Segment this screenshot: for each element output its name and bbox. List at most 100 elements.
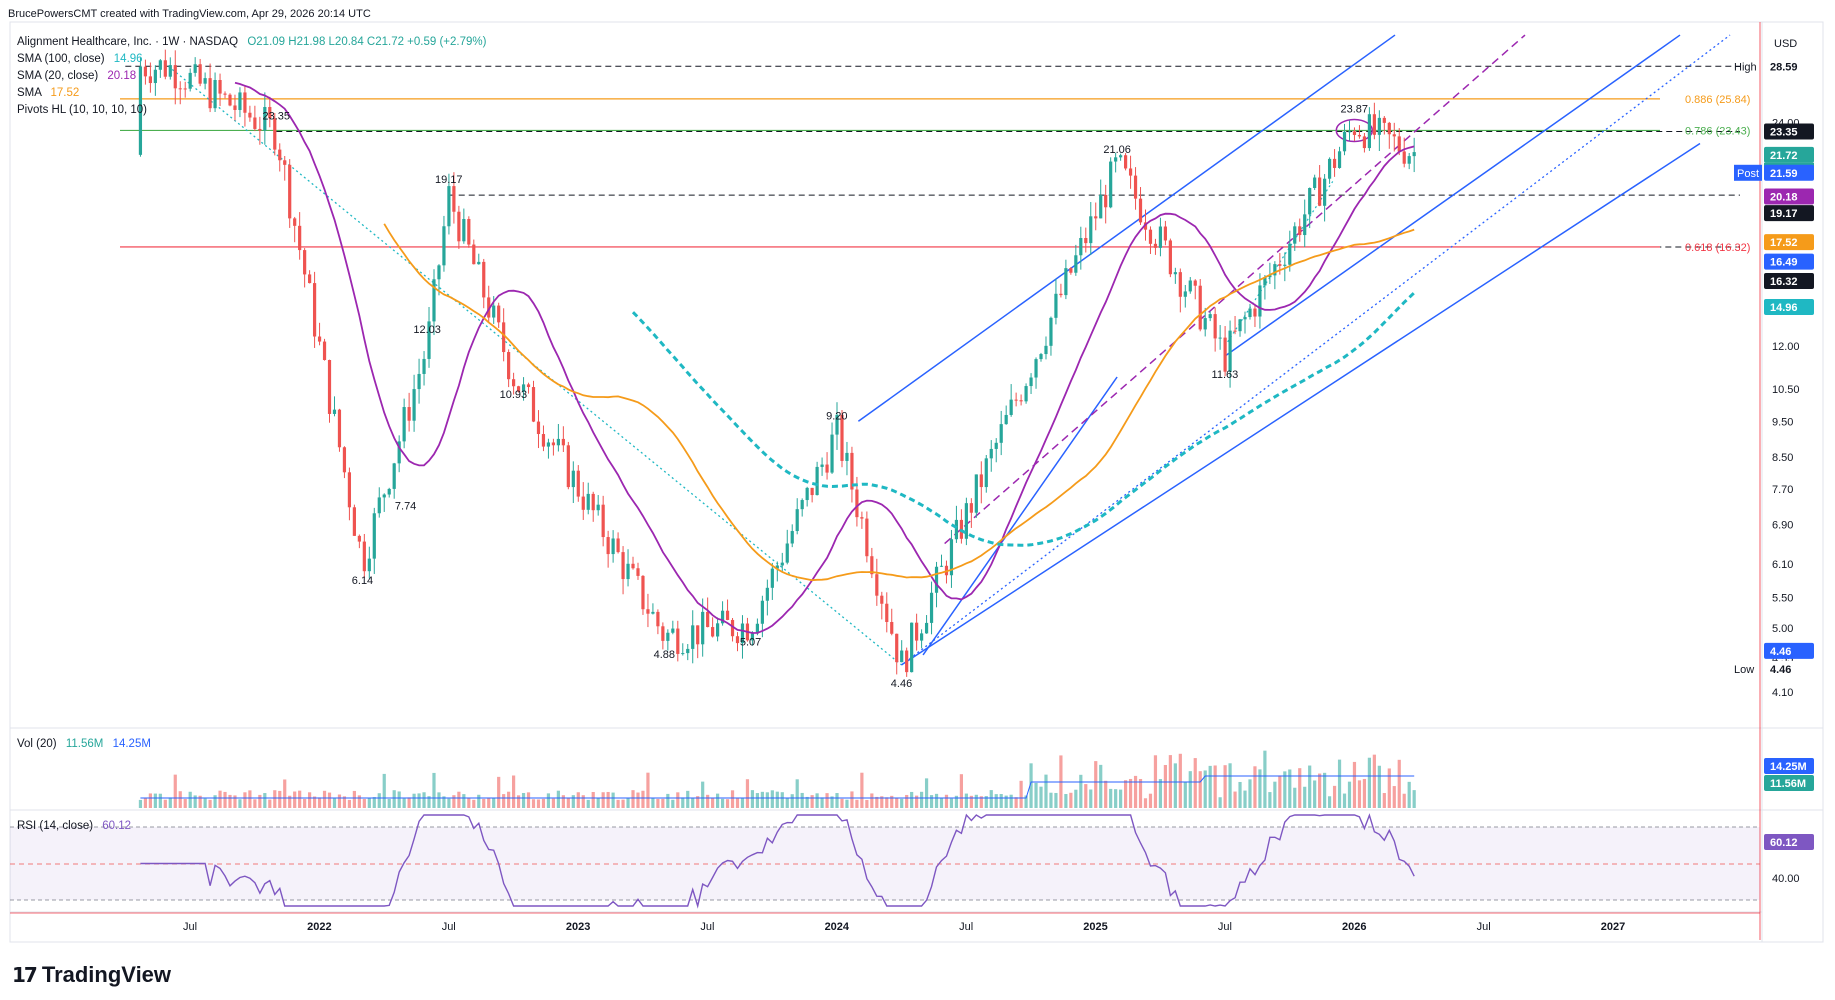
sma100-legend[interactable]: SMA (100, close) 14.96: [17, 53, 143, 65]
candle-body: [1203, 318, 1207, 330]
fib-level-label: 0.786 (23.43): [1685, 125, 1750, 137]
volume-bar: [278, 790, 282, 808]
volume-bar: [1024, 795, 1028, 808]
candle-body: [223, 93, 227, 95]
time-tick-label: Jul: [700, 921, 714, 933]
candle-body: [706, 611, 710, 628]
candle-body: [427, 321, 431, 359]
volume-bar: [1357, 780, 1362, 808]
time-tick-label: Jul: [959, 921, 973, 933]
sma-legend[interactable]: SMA 17.52: [17, 87, 79, 99]
volume-legend[interactable]: Vol (20) 11.56M 14.25M: [17, 738, 151, 750]
candle-body: [1243, 317, 1247, 320]
volume-bar: [1173, 763, 1177, 808]
volume-bar: [954, 795, 959, 808]
volume-ma-tag: 14.25M: [1770, 761, 1807, 773]
candle-body: [412, 389, 416, 421]
volume-bar: [1313, 780, 1317, 808]
volume-bar: [1208, 765, 1212, 808]
volume-bar: [168, 797, 172, 808]
sma-orange-line: [383, 223, 1415, 582]
candle-body: [1313, 177, 1317, 189]
candle-body: [1049, 317, 1053, 346]
candle-body: [372, 513, 376, 559]
volume-bar: [681, 797, 685, 808]
volume-bar: [1188, 771, 1192, 808]
candle-body: [1318, 177, 1322, 206]
candle-body: [994, 442, 998, 449]
pivot-19-tag: 19.17: [1770, 208, 1798, 220]
volume-bar: [377, 793, 381, 808]
level-1632-tag-bg: [1764, 272, 1814, 289]
sma100-line: [631, 291, 1416, 547]
candle-body: [815, 466, 819, 496]
candle-body: [208, 78, 212, 109]
post-label: Post: [1737, 168, 1759, 180]
candle-body: [1382, 117, 1386, 123]
rsi-legend[interactable]: RSI (14, close) 60.12: [17, 820, 131, 832]
volume-bar: [551, 798, 556, 808]
price-tick-label: 5.50: [1772, 592, 1793, 604]
candle-body: [979, 474, 983, 488]
candle-body: [1332, 158, 1337, 168]
candle-body: [362, 541, 366, 572]
volume-bar: [541, 798, 546, 808]
candle-body: [1183, 291, 1187, 297]
channel2-lower-line: [922, 376, 1118, 656]
candle-body: [1228, 330, 1232, 372]
candle-body: [780, 562, 784, 566]
volume-bar: [641, 790, 645, 808]
candle-body: [1293, 226, 1297, 244]
currency-label[interactable]: USD: [1774, 38, 1798, 50]
candle-body: [482, 261, 486, 298]
volume-bar: [243, 792, 247, 808]
symbol-title: Alignment Healthcare, Inc. · 1W · NASDAQ: [17, 36, 239, 48]
candle-body: [1283, 264, 1287, 266]
volume-bar: [492, 798, 496, 808]
pivot-label: 21.06: [1103, 144, 1131, 156]
volume-bar: [840, 798, 844, 808]
volume-bar: [283, 779, 287, 808]
volume-bar: [875, 796, 879, 808]
volume-bar: [158, 793, 162, 808]
volume-bar: [984, 796, 988, 808]
volume-bar: [512, 775, 516, 808]
volume-bar: [472, 799, 476, 808]
volume-bar: [616, 799, 620, 808]
volume-bar: [959, 774, 964, 808]
volume-bar: [621, 799, 625, 808]
volume-bar: [1223, 765, 1227, 808]
volume-bar: [422, 792, 426, 808]
volume-bar: [1109, 788, 1113, 808]
volume-bar: [910, 791, 914, 808]
volume-bar: [312, 796, 317, 808]
volume-label: Vol (20): [17, 738, 57, 750]
candle-body: [1089, 216, 1093, 244]
volume-bar: [1263, 750, 1267, 808]
candle-body: [775, 565, 779, 569]
volume-bar: [213, 795, 217, 808]
candle-body: [641, 575, 645, 610]
volume-bar: [1308, 765, 1312, 808]
volume-bar: [1303, 786, 1307, 808]
volume-bar: [1332, 785, 1337, 808]
candle-body: [1402, 151, 1406, 164]
candle-body: [566, 445, 570, 488]
symbol-legend[interactable]: Alignment Healthcare, Inc. · 1W · NASDAQ…: [17, 36, 486, 48]
candle-body: [168, 65, 172, 77]
pivots-label: Pivots HL (10, 10, 10, 10): [17, 104, 147, 116]
candle-body: [143, 66, 148, 77]
volume-bar: [188, 791, 192, 808]
sma20-legend[interactable]: SMA (20, close) 20.18: [17, 70, 136, 82]
candle-body: [317, 336, 322, 342]
candle-body: [790, 531, 794, 544]
pivot-label: 23.87: [1341, 103, 1369, 115]
pivots-legend[interactable]: Pivots HL (10, 10, 10, 10): [17, 104, 147, 116]
volume-bar: [1004, 795, 1008, 808]
volume-bar: [1412, 790, 1416, 808]
candle-body: [402, 407, 406, 442]
volume-bar: [611, 792, 615, 808]
tradingview-logo[interactable]: 𝟭𝟳 TradingView: [12, 962, 171, 988]
candle-body: [516, 386, 521, 392]
candle-body: [900, 650, 904, 663]
